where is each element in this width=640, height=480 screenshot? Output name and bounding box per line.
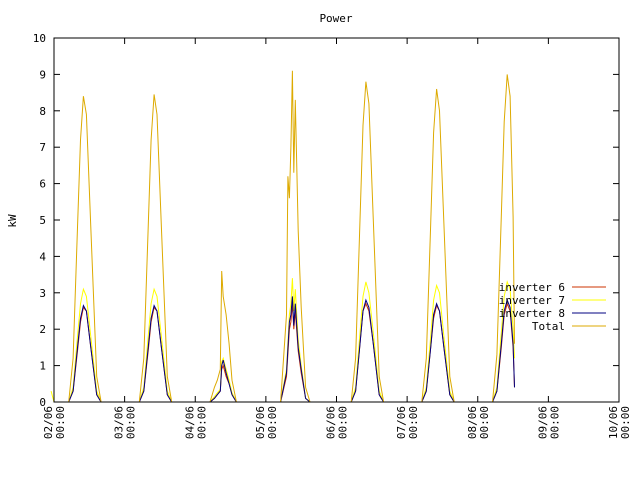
y-axis-label: kW <box>6 214 19 228</box>
y-tick-label: 0 <box>39 396 46 409</box>
y-tick-label: 3 <box>39 287 46 300</box>
x-tick-time: 00:00 <box>619 406 632 439</box>
x-tick-date: 08/06 <box>466 406 479 439</box>
y-tick-label: 10 <box>33 32 46 45</box>
plot-frame <box>53 37 620 403</box>
series-lines <box>50 70 515 403</box>
x-tick-time: 00:00 <box>54 406 67 439</box>
x-tick-time: 00:00 <box>548 406 561 439</box>
x-tick-date: 05/06 <box>254 406 267 439</box>
x-tick-date: 07/06 <box>395 406 408 439</box>
x-tick-time: 00:00 <box>125 406 138 439</box>
x-tick-date: 02/06 <box>42 406 55 439</box>
x-tick-time: 00:00 <box>478 406 491 439</box>
x-tick-date: 10/06 <box>607 406 620 439</box>
y-axis: 0 1 2 3 4 5 6 7 8 9 10 <box>33 32 619 409</box>
legend-label: inverter 8 <box>499 307 565 320</box>
x-tick-date: 04/06 <box>183 406 196 439</box>
chart-title: Power <box>319 12 352 25</box>
legend-label: inverter 6 <box>499 281 565 294</box>
y-tick-label: 8 <box>39 105 46 118</box>
x-tick-date: 06/06 <box>325 406 338 439</box>
x-tick-time: 00:00 <box>407 406 420 439</box>
legend-label: Total <box>532 320 565 333</box>
x-tick-time: 00:00 <box>337 406 350 439</box>
series-line-inverter-7 <box>50 278 515 403</box>
x-tick-date: 09/06 <box>536 406 549 439</box>
y-tick-label: 5 <box>39 214 46 227</box>
x-tick-time: 00:00 <box>195 406 208 439</box>
y-tick-label: 1 <box>39 360 46 373</box>
series-line-total <box>68 70 515 403</box>
x-tick-date: 03/06 <box>113 406 126 439</box>
y-tick-label: 4 <box>39 250 46 263</box>
y-tick-label: 6 <box>39 178 46 191</box>
y-tick-label: 9 <box>39 68 46 81</box>
legend-label: inverter 7 <box>499 294 565 307</box>
y-tick-label: 2 <box>39 323 46 336</box>
x-axis: 02/06 00:00 03/06 00:00 04/06 00:00 05/06 00:00… <box>42 38 632 439</box>
y-tick-label: 7 <box>39 141 46 154</box>
x-tick-time: 00:00 <box>266 406 279 439</box>
series-line-inverter-8 <box>68 296 515 403</box>
